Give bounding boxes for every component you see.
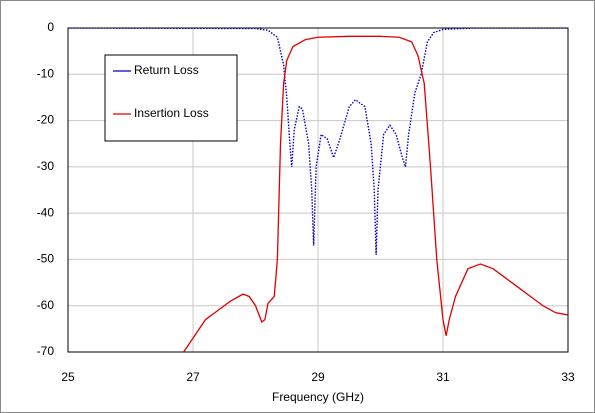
plot-border [67,27,569,353]
legend-label: Insertion Loss [134,106,209,120]
x-tick-label: 25 [61,370,75,384]
x-tick-label: 31 [436,370,450,384]
y-tick-label: -20 [37,113,55,127]
x-tick-label: 29 [311,370,325,384]
x-tick-label: 33 [561,370,575,384]
legend-box [104,54,238,142]
y-tick-label: -40 [37,205,55,219]
series-line [68,28,568,255]
y-tick-label: 0 [47,20,54,34]
y-tick-label: -30 [37,159,55,173]
y-tick-label: -10 [37,66,55,80]
legend-label: Return Loss [134,63,199,77]
x-tick-label: 27 [186,370,200,384]
x-axis-label: Frequency (GHz) [272,390,364,404]
y-tick-label: -60 [37,298,55,312]
y-tick-label: -70 [37,344,55,358]
series-line [183,35,568,352]
y-tick-label: -50 [37,252,55,266]
